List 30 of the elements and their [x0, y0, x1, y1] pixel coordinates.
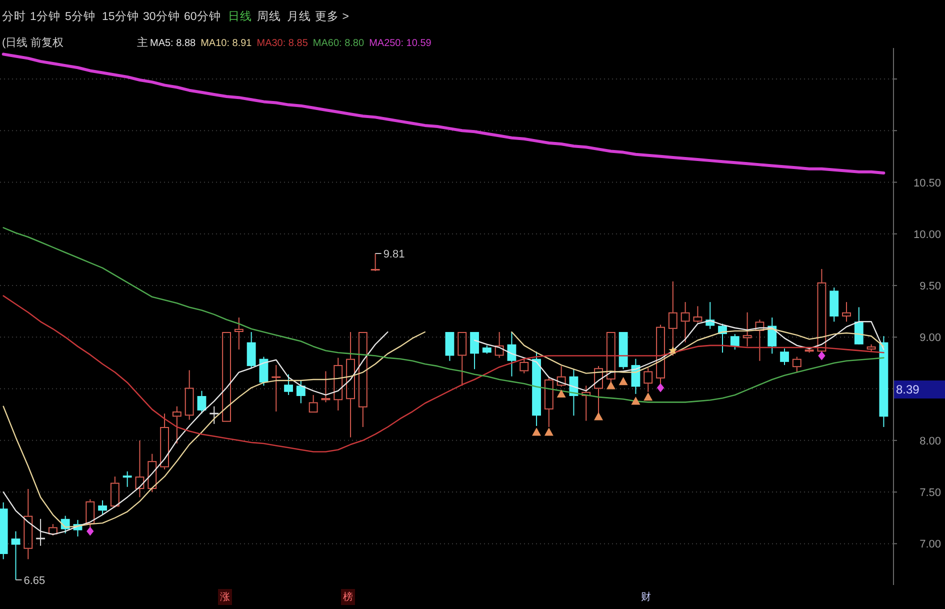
annotation: 财: [641, 592, 651, 603]
annotation: 5分钟: [65, 11, 96, 23]
annotation: 30分钟: [143, 11, 180, 23]
annotation: 日线: [228, 11, 252, 23]
annotation: 1分钟: [30, 11, 60, 23]
annotation: 9.81: [383, 248, 405, 260]
y-tick-label: 7.00: [920, 538, 941, 551]
annotation: 分时: [2, 11, 26, 23]
annotation: 主: [137, 37, 148, 49]
annotation: 涨: [220, 592, 230, 603]
annotation: 月线: [287, 11, 311, 23]
y-tick-label: 10.50: [913, 177, 941, 190]
y-tick-label: 10.00: [913, 228, 941, 241]
annotation: 60分钟: [184, 11, 221, 23]
legend-item: MA10: 8.91: [200, 38, 252, 49]
annotation: 榜: [343, 592, 353, 603]
y-tick-label: 7.50: [920, 487, 941, 500]
annotation: 15分钟: [102, 11, 139, 23]
legend-item: MA5: 8.88: [150, 38, 196, 49]
subtitle: (日线 前复权: [2, 37, 64, 49]
annotation: 8.39: [896, 382, 920, 396]
annotation: 更多 >: [315, 11, 349, 23]
y-tick-label: 8.00: [920, 435, 941, 448]
legend-item: MA60: 8.80: [312, 38, 364, 49]
annotation: 周线: [257, 11, 281, 23]
y-tick-label: 9.50: [920, 280, 941, 293]
legend-item: MA30: 8.85: [256, 38, 308, 49]
annotation: 6.65: [24, 574, 46, 587]
y-tick-label: 9.00: [920, 332, 941, 344]
legend-item: MA250: 10.59: [369, 38, 432, 49]
